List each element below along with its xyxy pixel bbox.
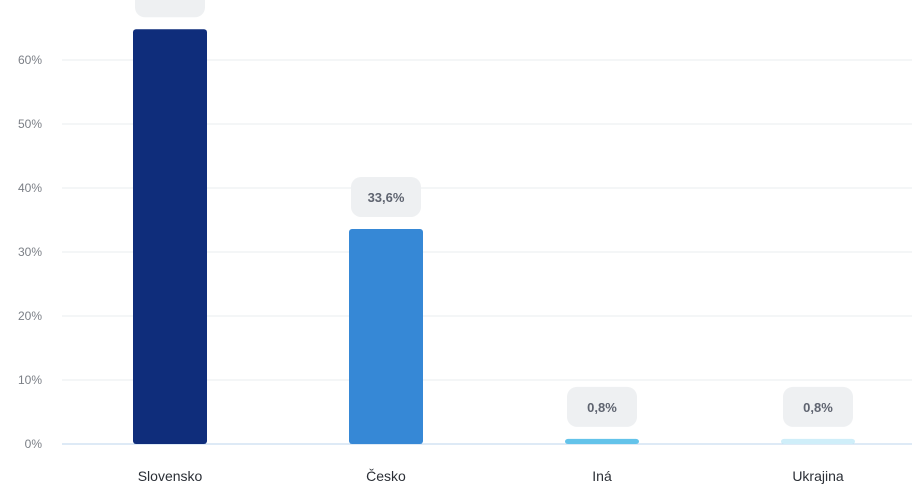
y-tick-label: 60% <box>18 53 42 67</box>
category-label: Ukrajina <box>792 468 844 484</box>
bar-iná[interactable] <box>565 438 639 444</box>
y-tick-label: 30% <box>18 245 42 259</box>
category-label: Česko <box>366 468 406 484</box>
y-tick-label: 50% <box>18 117 42 131</box>
category-label: Slovensko <box>138 468 203 484</box>
data-label-bubble <box>783 386 853 427</box>
bars <box>133 29 855 445</box>
bar-ukrajina[interactable] <box>781 438 855 444</box>
data-label-bubble <box>567 386 637 427</box>
data-label-bubble <box>135 0 205 18</box>
x-axis-categories: Slovensko Česko Iná Ukrajina <box>138 468 844 484</box>
bar-slovensko[interactable] <box>133 29 207 445</box>
y-tick-label: 10% <box>18 373 42 387</box>
y-axis-ticks: 0% 10% 20% 30% 40% 50% 60% <box>18 53 42 451</box>
category-label: Iná <box>592 468 612 484</box>
y-tick-label: 0% <box>25 437 43 451</box>
y-tick-label: 20% <box>18 309 42 323</box>
bar-česko[interactable] <box>349 228 423 444</box>
data-label: 0,8% <box>803 400 833 415</box>
data-label: 0,8% <box>587 400 617 415</box>
y-tick-label: 40% <box>18 181 42 195</box>
data-labels: 33,6% 0,8% 0,8% <box>135 0 853 427</box>
data-label: 33,6% <box>368 190 405 205</box>
data-label-bubble <box>351 176 421 217</box>
